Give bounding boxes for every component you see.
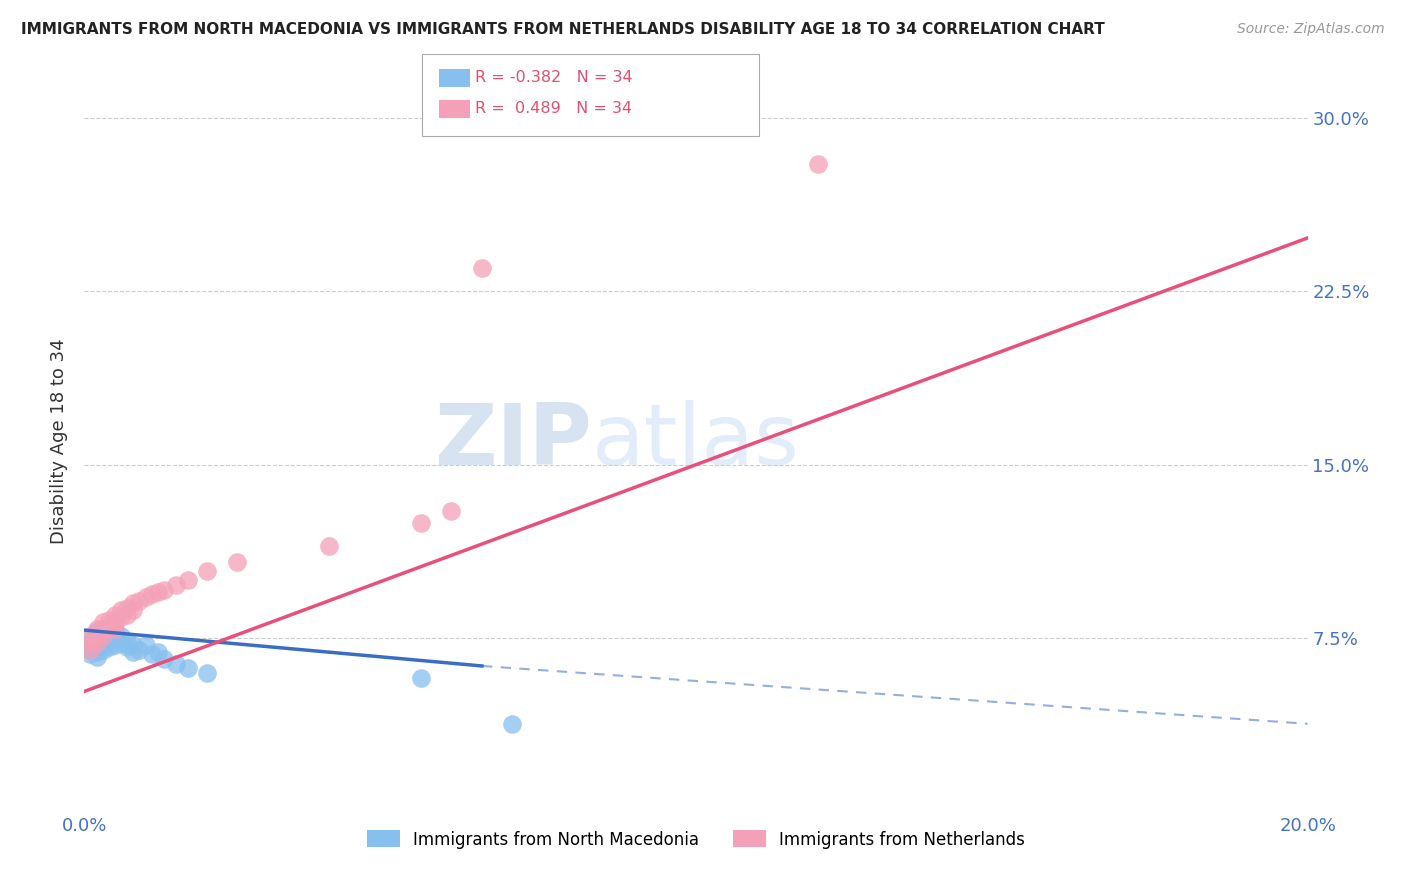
Point [409, 671, 432, 685]
Text: Source: ZipAtlas.com: Source: ZipAtlas.com [1237, 22, 1385, 37]
Text: atlas: atlas [592, 400, 800, 483]
Point [110, 629, 132, 643]
Point [86, 636, 108, 650]
Point [471, 260, 494, 275]
Point [318, 539, 340, 553]
Point [91, 629, 114, 643]
Point [153, 582, 176, 597]
Point [135, 638, 157, 652]
Y-axis label: Disability Age 18 to 34: Disability Age 18 to 34 [51, 339, 69, 544]
Point [86, 624, 108, 639]
Point [177, 661, 200, 675]
Point [115, 640, 138, 655]
Point [86, 645, 108, 659]
Point [104, 638, 127, 652]
Point [110, 603, 132, 617]
Point [115, 633, 138, 648]
Point [104, 615, 127, 629]
Point [226, 555, 249, 569]
Point [97, 640, 120, 655]
Point [86, 638, 108, 652]
Point [91, 629, 114, 643]
Point [79, 648, 101, 662]
Point [91, 636, 114, 650]
Point [195, 665, 218, 680]
Point [110, 610, 132, 624]
Point [79, 642, 101, 657]
Point [807, 157, 830, 171]
Point [79, 631, 101, 645]
Point [135, 590, 157, 604]
Point [128, 642, 150, 657]
Text: ZIP: ZIP [434, 400, 592, 483]
Point [146, 645, 169, 659]
Point [104, 631, 127, 645]
Point [122, 603, 145, 617]
Point [97, 619, 120, 633]
Point [122, 645, 145, 659]
Point [115, 601, 138, 615]
Point [97, 613, 120, 627]
Point [177, 574, 200, 588]
Point [122, 638, 145, 652]
Point [104, 624, 127, 639]
Point [165, 657, 187, 671]
Point [86, 633, 108, 648]
Point [122, 597, 145, 611]
Point [79, 642, 101, 657]
Point [91, 622, 114, 636]
Point [79, 636, 101, 650]
Point [104, 608, 127, 623]
Point [86, 622, 108, 636]
Point [79, 636, 101, 650]
Point [86, 629, 108, 643]
Text: R = -0.382   N = 34: R = -0.382 N = 34 [475, 70, 633, 85]
Point [97, 633, 120, 648]
Point [91, 642, 114, 657]
Point [141, 587, 163, 601]
Point [165, 578, 187, 592]
Text: R =  0.489   N = 34: R = 0.489 N = 34 [475, 102, 633, 116]
Point [440, 504, 463, 518]
Text: IMMIGRANTS FROM NORTH MACEDONIA VS IMMIGRANTS FROM NETHERLANDS DISABILITY AGE 18: IMMIGRANTS FROM NORTH MACEDONIA VS IMMIG… [21, 22, 1105, 37]
Point [409, 516, 432, 530]
Point [104, 622, 127, 636]
Legend: Immigrants from North Macedonia, Immigrants from Netherlands: Immigrants from North Macedonia, Immigra… [360, 823, 1032, 855]
Point [91, 615, 114, 629]
Point [86, 649, 108, 664]
Point [110, 636, 132, 650]
Point [502, 716, 524, 731]
Point [115, 608, 138, 623]
Point [153, 652, 176, 666]
Point [97, 626, 120, 640]
Point [128, 594, 150, 608]
Point [79, 629, 101, 643]
Point [141, 648, 163, 662]
Point [146, 585, 169, 599]
Point [195, 564, 218, 578]
